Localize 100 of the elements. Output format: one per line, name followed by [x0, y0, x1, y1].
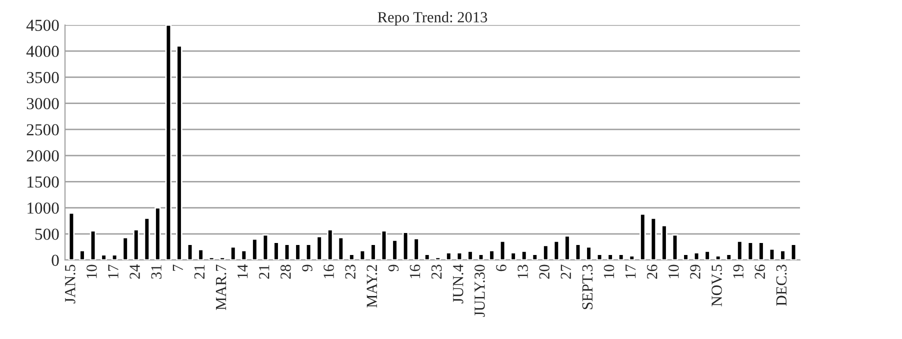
- x-tick-label: 24: [130, 264, 140, 279]
- x-tick-label: 13: [518, 264, 528, 278]
- bar: [370, 244, 376, 260]
- bar: [434, 256, 442, 260]
- x-tick-label: 10: [668, 264, 679, 278]
- x-tick-label: 10: [86, 264, 97, 278]
- bar: [726, 254, 732, 260]
- y-tick-label: 1000: [28, 202, 59, 214]
- bar: [693, 252, 700, 260]
- bar: [532, 254, 538, 260]
- y-tick-label: 0: [52, 254, 59, 266]
- y-tick-label: 1500: [28, 176, 59, 188]
- bar: [780, 250, 786, 260]
- x-tick-label: 23: [431, 264, 442, 279]
- y-tick-label: 3500: [26, 72, 59, 84]
- bar: [230, 246, 236, 260]
- bar: [790, 244, 797, 260]
- x-tick-label: JUN.4: [453, 264, 464, 304]
- bar: [90, 230, 96, 260]
- y-tick-label: 4000: [26, 46, 59, 58]
- x-tick-label: 31: [151, 265, 162, 279]
- x-tick-label: 26: [646, 264, 658, 279]
- x-tick-label: 16: [410, 264, 420, 278]
- bar: [100, 254, 107, 260]
- x-tick-label: MAY.2: [366, 265, 378, 308]
- x-tick-label: 29: [690, 264, 700, 279]
- bar: [478, 254, 484, 260]
- bar: [768, 248, 776, 260]
- bar: [176, 45, 182, 260]
- bar: [672, 234, 678, 260]
- bar: [79, 250, 86, 260]
- bar: [326, 229, 334, 260]
- bar: [488, 250, 495, 260]
- bar: [607, 254, 614, 260]
- bar: [499, 240, 506, 260]
- x-tick-label: 20: [539, 264, 550, 279]
- bar: [424, 254, 430, 260]
- bar: [618, 254, 624, 260]
- x-tick-label: 10: [604, 264, 614, 278]
- bar: [392, 239, 398, 260]
- x-tick-label: 16: [324, 264, 334, 278]
- bar: [704, 250, 710, 260]
- x-tick-label: SEPT.3: [582, 264, 593, 310]
- x-tick-label: 21: [259, 265, 270, 279]
- bar: [133, 229, 140, 260]
- bar: [446, 252, 452, 260]
- bar: [198, 248, 204, 260]
- y-tick-label: 2000: [26, 150, 59, 162]
- y-tick-label: 500: [35, 228, 59, 240]
- bar: [586, 246, 592, 260]
- bar: [186, 244, 194, 260]
- bar: [68, 212, 75, 260]
- bar: [564, 235, 570, 260]
- bar: [273, 242, 280, 260]
- x-tick-label: NOV.5: [712, 264, 722, 306]
- x-tick-label: JAN.5: [65, 264, 76, 304]
- x-tick-label: 17: [108, 264, 118, 278]
- bar: [628, 255, 635, 260]
- bar: [682, 254, 689, 260]
- x-tick-label: 26: [754, 264, 766, 279]
- bar: [316, 236, 322, 260]
- bar: [252, 238, 258, 260]
- bar: [294, 244, 301, 260]
- bar: [144, 218, 150, 260]
- bar: [736, 240, 743, 260]
- bar: [650, 218, 657, 260]
- bar: [510, 252, 516, 260]
- bar: [305, 244, 312, 260]
- bar: [359, 250, 366, 260]
- bar: [413, 238, 420, 260]
- bar: [714, 255, 722, 260]
- x-tick-label: 6: [496, 264, 506, 272]
- bar: [640, 213, 646, 260]
- y-tick-label: 4500: [26, 20, 59, 31]
- bar: [240, 250, 248, 260]
- x-tick-label: MAR.7: [216, 264, 226, 310]
- bar: [284, 244, 290, 260]
- x-tick-label: DEC.3: [776, 264, 787, 306]
- bar: [467, 250, 474, 260]
- x-tick-label: 17: [625, 264, 636, 278]
- x-tick-label: JULY.30: [474, 264, 485, 317]
- bar: [111, 254, 118, 260]
- bar: [574, 244, 582, 260]
- chart-title: Repo Trend: 2013: [378, 12, 488, 26]
- bar: [758, 242, 764, 260]
- y-tick-label: 3000: [26, 98, 59, 110]
- x-tick-label: 19: [733, 264, 744, 278]
- x-tick-label: 9: [302, 264, 312, 272]
- bar: [165, 25, 172, 260]
- bar: [208, 256, 215, 260]
- bar: [380, 230, 388, 260]
- bar: [542, 244, 549, 260]
- bar: [154, 207, 161, 260]
- x-tick-label: 9: [388, 264, 399, 272]
- y-tick-label: 2500: [26, 124, 59, 136]
- bar: [456, 252, 463, 260]
- bar: [402, 232, 409, 260]
- bar: [747, 242, 754, 260]
- x-tick-label: 23: [345, 264, 356, 279]
- bar: [520, 250, 528, 260]
